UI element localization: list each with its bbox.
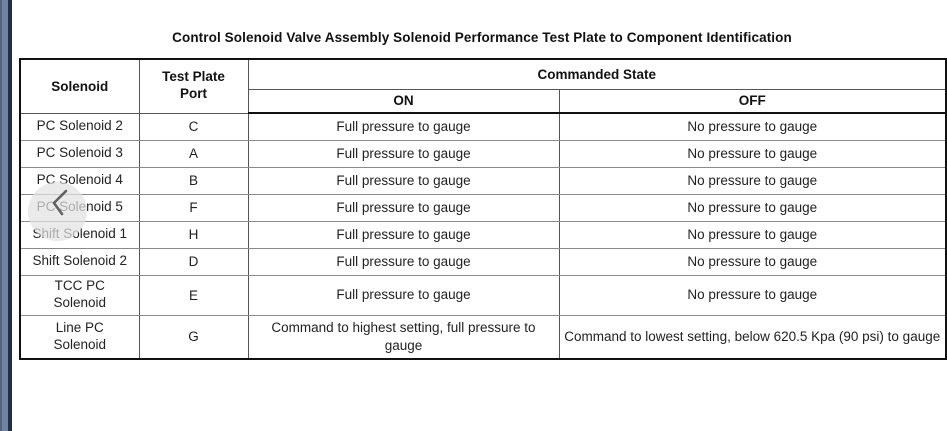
table-row: TCC PC Solenoid E Full pressure to gauge… xyxy=(19,274,947,316)
cell-on-state: Full pressure to gauge xyxy=(247,247,560,276)
cell-off-state: No pressure to gauge xyxy=(558,112,947,141)
cell-on-state: Command to highest setting, full pressur… xyxy=(247,314,560,360)
cell-off-state: Command to lowest setting, below 620.5 K… xyxy=(558,314,947,360)
cell-port: E xyxy=(138,274,249,316)
cell-solenoid: Shift Solenoid 2 xyxy=(19,247,140,276)
table-row: Shift Solenoid 2 D Full pressure to gaug… xyxy=(19,247,947,276)
cell-off-state: No pressure to gauge xyxy=(558,220,947,249)
table-row: Shift Solenoid 1 H Full pressure to gaug… xyxy=(19,220,947,249)
cell-solenoid: PC Solenoid 3 xyxy=(19,139,140,168)
table-row: Line PC Solenoid G Command to highest se… xyxy=(19,314,947,360)
cell-off-state: No pressure to gauge xyxy=(558,247,947,276)
cell-port: A xyxy=(138,139,249,168)
cell-port: H xyxy=(138,220,249,249)
cell-on-state: Full pressure to gauge xyxy=(247,220,560,249)
cell-solenoid: Line PC Solenoid xyxy=(19,314,140,360)
table-row: PC Solenoid 2 C Full pressure to gauge N… xyxy=(19,112,947,141)
cell-off-state: No pressure to gauge xyxy=(558,274,947,316)
cell-port: G xyxy=(138,314,249,360)
cell-on-state: Full pressure to gauge xyxy=(247,274,560,316)
column-header-test-plate-port: Test Plate Port xyxy=(138,58,249,114)
column-header-solenoid: Solenoid xyxy=(19,58,140,114)
cell-solenoid: Shift Solenoid 1 xyxy=(19,220,140,249)
cell-solenoid: TCC PC Solenoid xyxy=(19,274,140,316)
cell-solenoid: PC Solenoid 5 xyxy=(19,193,140,222)
cell-port: F xyxy=(138,193,249,222)
solenoid-test-table: Solenoid Test Plate Port Commanded State… xyxy=(19,58,947,360)
column-header-off: OFF xyxy=(558,88,947,114)
cell-off-state: No pressure to gauge xyxy=(558,166,947,195)
table-row: PC Solenoid 3 A Full pressure to gauge N… xyxy=(19,139,947,168)
page-title: Control Solenoid Valve Assembly Solenoid… xyxy=(172,30,792,45)
cell-off-state: No pressure to gauge xyxy=(558,139,947,168)
cell-on-state: Full pressure to gauge xyxy=(247,139,560,168)
cell-solenoid: PC Solenoid 2 xyxy=(19,112,140,141)
cell-port: D xyxy=(138,247,249,276)
cell-on-state: Full pressure to gauge xyxy=(247,193,560,222)
cell-solenoid: PC Solenoid 4 xyxy=(19,166,140,195)
table-row: PC Solenoid 4 B Full pressure to gauge N… xyxy=(19,166,947,195)
column-header-on: ON xyxy=(247,88,560,114)
cell-off-state: No pressure to gauge xyxy=(558,193,947,222)
window-edge-bar xyxy=(0,0,12,431)
cell-on-state: Full pressure to gauge xyxy=(247,166,560,195)
cell-on-state: Full pressure to gauge xyxy=(247,112,560,141)
table-row: PC Solenoid 5 F Full pressure to gauge N… xyxy=(19,193,947,222)
column-header-commanded-state: Commanded State xyxy=(247,58,947,90)
cell-port: B xyxy=(138,166,249,195)
cell-port: C xyxy=(138,112,249,141)
